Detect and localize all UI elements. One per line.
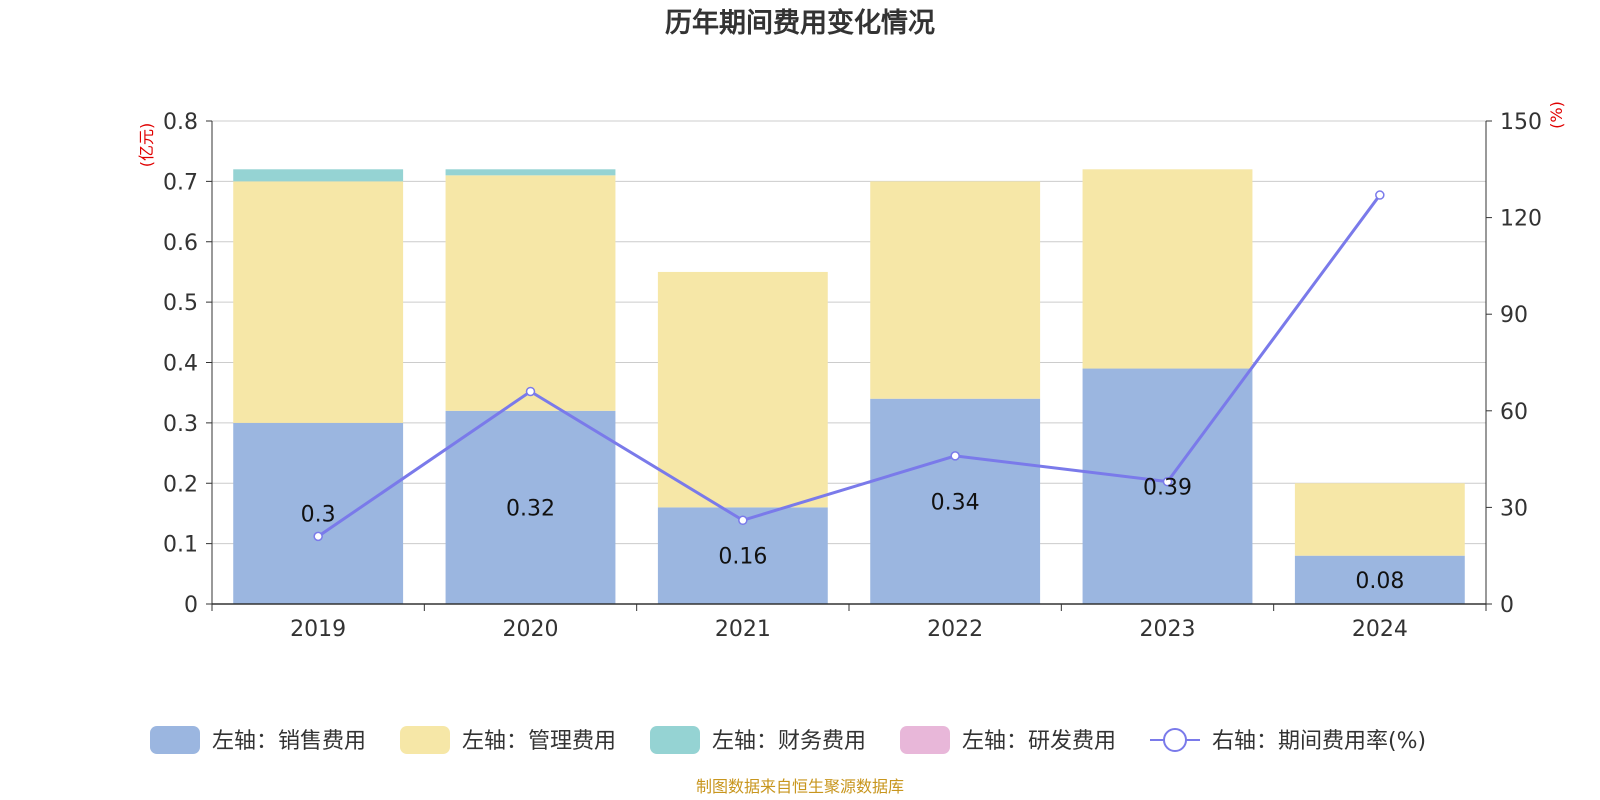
source-note: 制图数据来自恒生聚源数据库 [696,777,904,796]
legend-label-4: 左轴：研发费用 [962,729,1116,754]
y-left-tick-label: 0.7 [163,170,198,195]
data-label: 0.08 [1355,569,1404,594]
bar-segment-1 [1294,555,1465,604]
x-tick-label: 2021 [715,617,771,642]
data-label: 0.34 [931,490,980,515]
y-right-tick-label: 60 [1500,400,1528,425]
grid-lines [212,120,1486,545]
legend-line-marker [1163,728,1187,752]
rate-point [1162,476,1173,487]
data-label: 0.16 [718,545,767,570]
y-left-tick-label: 0.3 [163,412,198,437]
legend-swatch-1 [150,726,200,754]
y-left-tick-label: 0.4 [163,352,198,377]
bar-segment-2 [870,181,1041,399]
legend-swatch-4 [900,726,950,754]
y-right-tick-label: 150 [1500,110,1542,135]
x-tick-label: 2024 [1352,617,1408,642]
y-left-tick-label: 0.5 [163,291,198,316]
rate-line [317,194,1382,538]
bar-segment-1 [870,398,1041,604]
axes: 0 0.1 0.2 0.3 0.4 0.5 0.6 0.7 0.8 0 30 60 90 120 150 20… [163,110,1542,642]
legend-label-3: 左轴：财务费用 [712,729,866,754]
x-tick-label: 2022 [927,617,983,642]
legend-label-1: 左轴：销售费用 [212,729,366,754]
y-left-tick-label: 0.1 [163,533,198,558]
bar-segment-1 [445,410,616,604]
legend-swatch-2 [400,726,450,754]
data-label: 0.3 [301,502,336,527]
bar-segment-3 [233,169,404,182]
bars [233,169,1465,604]
y-left-unit: (亿元) [137,123,156,168]
y-left-tick-label: 0.2 [163,472,198,497]
y-right-tick-label: 0 [1500,593,1514,618]
chart-title: 历年期间费用变化情况 [665,7,935,39]
y-right-tick-label: 120 [1500,207,1542,232]
bar-segment-2 [1294,483,1465,556]
y-right-tick-label: 30 [1500,496,1528,521]
y-right-tick-label: 90 [1500,303,1528,328]
data-label: 0.39 [1143,475,1192,500]
bar-segment-2 [657,271,828,508]
y-left-tick-label: 0 [184,593,198,618]
legend: 左轴：销售费用 左轴：管理费用 左轴：财务费用 左轴：研发费用 右轴：期间费用率(%) [150,726,1426,754]
y-left-tick-label: 0.8 [163,110,198,135]
rate-point [525,386,536,397]
bar-segment-2 [233,181,404,423]
y-right-unit: (%) [1547,101,1566,129]
legend-label-2: 左轴：管理费用 [462,729,616,754]
x-tick-label: 2023 [1140,617,1196,642]
legend-label-line: 右轴：期间费用率(%) [1212,729,1426,754]
rate-line-series [313,190,1385,542]
x-tick-label: 2019 [290,617,346,642]
rate-point [1375,190,1385,200]
y-left-tick-label: 0.6 [163,231,198,256]
bar-segment-1 [233,422,404,604]
rate-point [738,515,748,526]
bar-segment-3 [445,169,616,176]
x-tick-label: 2020 [503,617,559,642]
bar-segment-2 [445,175,616,411]
data-label: 0.32 [506,496,555,521]
rate-point [950,451,960,461]
data-labels: 0.3 0.32 0.16 0.34 0.39 0.08 [301,475,1405,594]
rate-point [313,531,323,542]
bar-segment-2 [1082,169,1253,369]
legend-swatch-3 [650,726,700,754]
